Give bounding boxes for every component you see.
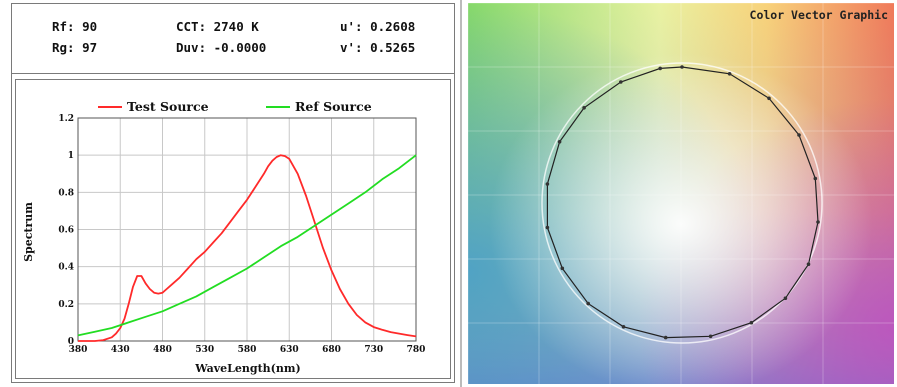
rf-value: Rf: 90 [52,19,98,34]
vector-point [658,66,662,71]
vector-point [560,266,565,271]
vector-point [816,220,820,224]
u-prime-value: u': 0.2608 [340,19,416,34]
test-vector-polygon [545,65,820,340]
vector-point [680,65,684,69]
vector-point [806,262,811,267]
color-vector-panel: Color Vector Graphic [468,3,894,384]
vector-point [749,320,754,325]
reference-circle [541,62,823,344]
vector-point [586,301,590,306]
vector-point [813,176,818,181]
vector-point [545,182,550,186]
color-metrics-panel: Rf: 90 Rg: 97 CCT: 2740 K Duv: -0.0000 u… [11,3,455,383]
x-tick-label: 380 [69,345,88,355]
vector-point [545,225,550,230]
vector-point [621,325,626,329]
vector-point [727,72,732,76]
panel-divider [460,0,462,387]
axes [77,117,417,342]
color-vector-title: Color Vector Graphic [749,8,888,22]
duv-value: Duv: -0.0000 [176,40,267,55]
metrics-header: Rf: 90 Rg: 97 CCT: 2740 K Duv: -0.0000 u… [12,4,454,74]
color-vector-plot [468,3,894,384]
vector-point [708,334,713,339]
x-tick-label: 780 [407,345,426,355]
y-tick-label: 0.8 [58,188,74,198]
test-source-line [78,154,417,342]
vector-point [619,80,623,84]
y-tick-label: 0.6 [58,226,74,236]
y-axis-title: Spectrum [22,202,35,262]
vector-point [797,133,801,137]
grid-lines [77,117,417,342]
y-tick-label: 1.2 [58,114,74,124]
x-tick-label: 680 [322,345,341,355]
y-tick-label: 1 [68,151,74,161]
spectrum-plot: 380 430 480 530 580 630 680 730 780 0 0.2 0.4 0.6 0.… [22,99,426,375]
x-tick-label: 580 [238,345,257,355]
x-tick-label: 430 [111,345,130,355]
y-tick-labels: 0 0.2 0.4 0.6 0.8 1 1.2 [58,114,74,347]
cct-value: CCT: 2740 K [176,19,259,34]
legend: Test Source Ref Source [98,99,372,114]
vector-point [783,296,788,301]
rg-value: Rg: 97 [52,40,98,55]
x-axis-title: WaveLength(nm) [194,362,300,375]
ref-source-line [77,154,417,337]
x-tick-label: 730 [364,345,383,355]
legend-test-label: Test Source [127,99,209,114]
vector-point [663,335,668,340]
x-tick-label: 630 [280,345,299,355]
vector-point [767,96,771,101]
y-tick-label: 0 [68,337,74,347]
x-tick-labels: 380 430 480 530 580 630 680 730 780 [69,345,426,355]
v-prime-value: v': 0.5265 [340,40,416,55]
vector-point [582,106,586,110]
x-tick-label: 480 [153,345,172,355]
spectrum-chart: 380 430 480 530 580 630 680 730 780 0 0.2 0.4 0.6 0.… [15,79,451,379]
y-tick-label: 0.2 [58,300,74,310]
series-lines [77,154,417,342]
x-tick-label: 530 [195,345,214,355]
vector-point [557,140,562,144]
plot-frame [77,117,417,342]
legend-ref-label: Ref Source [295,99,372,114]
y-tick-label: 0.4 [58,263,74,273]
